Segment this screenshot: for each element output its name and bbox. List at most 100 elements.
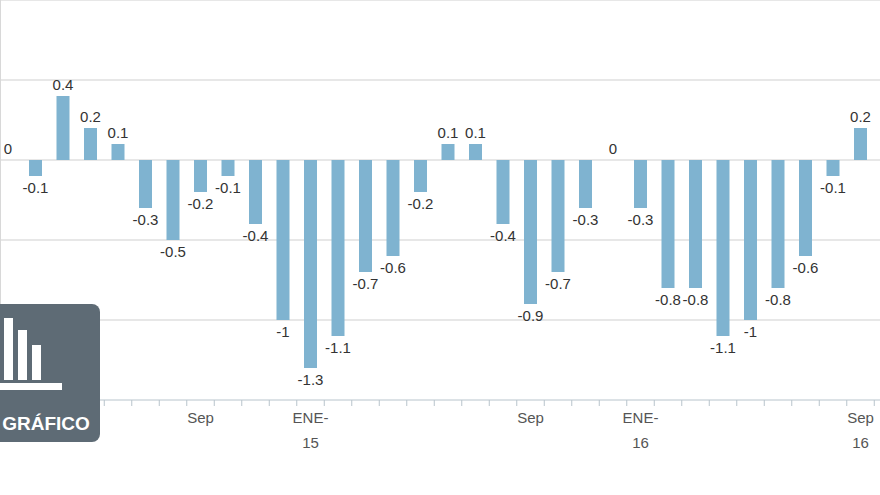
- bar: [2, 160, 15, 161]
- data-label: -1: [744, 323, 757, 340]
- x-tick: [489, 400, 490, 406]
- x-tick: [379, 400, 380, 406]
- badge-icon: [32, 345, 41, 380]
- data-label: 0.1: [108, 124, 129, 141]
- x-tick: [214, 400, 215, 406]
- bar: [359, 160, 372, 272]
- data-label: -0.3: [573, 211, 599, 228]
- data-label: -1.1: [710, 339, 736, 356]
- data-label: -0.8: [683, 291, 709, 308]
- data-label: -0.5: [160, 243, 186, 260]
- x-tick-label: ENE- 15: [293, 409, 329, 451]
- x-tick: [599, 400, 600, 406]
- grid-line: [0, 0, 880, 1]
- badge-box: [0, 304, 100, 442]
- bar: [277, 160, 290, 320]
- bar: [414, 160, 427, 192]
- data-label: 0.2: [80, 108, 101, 125]
- x-tick: [241, 400, 242, 406]
- bar: [607, 160, 620, 161]
- x-tick: [764, 400, 765, 406]
- data-label: -0.9: [518, 307, 544, 324]
- data-label: -0.7: [545, 275, 571, 292]
- x-tick: [296, 400, 297, 406]
- bar: [84, 128, 97, 160]
- x-tick: [461, 400, 462, 406]
- x-tick: [104, 400, 105, 406]
- data-label: -0.7: [353, 275, 379, 292]
- x-tick: [406, 400, 407, 406]
- data-label: -0.6: [793, 259, 819, 276]
- data-label: -1.3: [298, 371, 324, 388]
- data-label: -0.3: [133, 211, 159, 228]
- bar: [442, 144, 455, 160]
- bar: [194, 160, 207, 192]
- x-tick-label-line: 15: [302, 434, 319, 451]
- x-tick-label-line: Sep: [187, 409, 214, 426]
- data-label: 0: [609, 140, 617, 157]
- x-tick-label: ENE- 16: [623, 409, 659, 451]
- x-tick: [159, 400, 160, 406]
- data-label: -0.4: [490, 227, 516, 244]
- x-tick-label: Sep 16: [847, 409, 874, 451]
- x-tick: [434, 400, 435, 406]
- x-tick-label-line: ENE-: [623, 409, 659, 426]
- x-tick: [324, 400, 325, 406]
- badge-icon: [0, 383, 62, 390]
- bar: [112, 144, 125, 160]
- x-tick: [131, 400, 132, 406]
- data-label: 0.2: [850, 108, 871, 125]
- data-label: 0.1: [465, 124, 486, 141]
- x-tick: [544, 400, 545, 406]
- x-axis-line: [100, 400, 880, 401]
- bar: [854, 128, 867, 160]
- x-tick: [269, 400, 270, 406]
- x-tick-label-line: 16: [852, 434, 869, 451]
- x-tick: [709, 400, 710, 406]
- x-tick-label: Sep: [517, 409, 544, 426]
- x-tick: [626, 400, 627, 406]
- data-label: -1: [276, 323, 289, 340]
- bar: [497, 160, 510, 224]
- x-tick: [571, 400, 572, 406]
- x-tick: [516, 400, 517, 406]
- data-label: -0.2: [188, 195, 214, 212]
- badge-icon: [4, 318, 13, 380]
- x-tick: [819, 400, 820, 406]
- data-label: 0.4: [53, 76, 74, 93]
- badge-text: GRÁFICO: [2, 413, 90, 434]
- bar: [139, 160, 152, 208]
- data-label: -0.8: [655, 291, 681, 308]
- data-label: -0.3: [628, 211, 654, 228]
- bar: [717, 160, 730, 336]
- bar: [579, 160, 592, 208]
- data-label: -0.4: [243, 227, 269, 244]
- data-label: -0.1: [820, 179, 846, 196]
- x-tick: [874, 400, 875, 406]
- bar: [57, 96, 70, 160]
- data-label: -0.1: [215, 179, 241, 196]
- data-label: -1.1: [325, 339, 351, 356]
- x-tick-label-line: 16: [632, 434, 649, 451]
- data-label: 0.1: [438, 124, 459, 141]
- x-tick: [846, 400, 847, 406]
- data-label: -0.1: [23, 179, 49, 196]
- bar: [332, 160, 345, 336]
- x-tick-label-line: Sep: [847, 409, 874, 426]
- bar: [799, 160, 812, 256]
- bar: [249, 160, 262, 224]
- bar: [662, 160, 675, 288]
- x-tick: [791, 400, 792, 406]
- bar: [387, 160, 400, 256]
- bar: [29, 160, 42, 176]
- bar: [744, 160, 757, 320]
- bar: [469, 144, 482, 160]
- x-tick-label-line: ENE-: [293, 409, 329, 426]
- bar: [222, 160, 235, 176]
- bar: [552, 160, 565, 272]
- data-label: 0: [4, 140, 12, 157]
- chart: 0-0.10.40.20.1-0.3-0.5-0.2-0.1-0.4-1-1.3…: [0, 0, 880, 495]
- bar: [634, 160, 647, 208]
- data-label: -0.6: [380, 259, 406, 276]
- bar: [827, 160, 840, 176]
